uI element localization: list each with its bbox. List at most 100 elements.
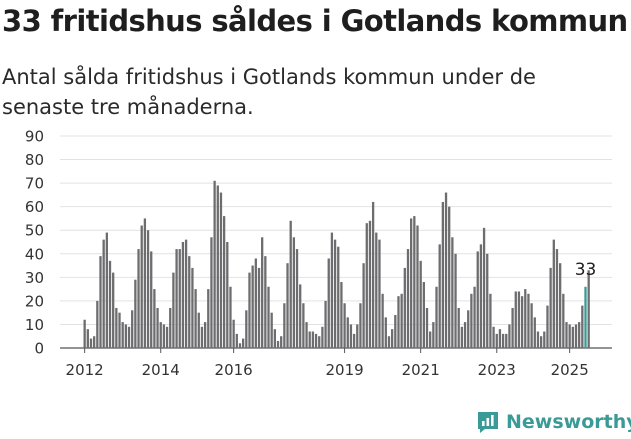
bar [511, 307, 514, 348]
bar [578, 322, 581, 348]
y-tick-label: 50 [25, 222, 44, 240]
bar [108, 260, 112, 348]
bar [340, 282, 343, 348]
bar [492, 326, 495, 348]
bar [467, 310, 470, 348]
bar [318, 336, 321, 348]
bar [356, 324, 359, 348]
bar [105, 232, 108, 348]
bar [403, 267, 406, 348]
bar [444, 192, 448, 348]
bar [422, 282, 425, 348]
bar [286, 263, 289, 348]
bar [102, 239, 105, 348]
bar [574, 324, 578, 348]
y-tick-label: 10 [25, 316, 44, 334]
bar [368, 220, 372, 348]
bar [197, 312, 200, 348]
bar [514, 291, 517, 348]
y-tick-label: 80 [25, 151, 44, 169]
bar [150, 251, 153, 348]
bar [169, 307, 172, 348]
bar [159, 322, 162, 348]
y-tick-label: 70 [25, 175, 44, 193]
bar [365, 223, 368, 348]
y-tick-label: 60 [25, 198, 44, 216]
bar [524, 289, 527, 348]
bar [194, 289, 197, 348]
y-axis: 0 10 20 30 40 50 60 70 80 90 [25, 128, 44, 358]
bar [235, 333, 238, 348]
bar [308, 331, 311, 348]
bar [89, 338, 93, 348]
bar [124, 324, 128, 348]
chart-subtitle: Antal sålda fritidshus i Gotlands kommun… [2, 65, 536, 119]
bar [115, 307, 118, 348]
bar [178, 249, 181, 348]
bar [264, 256, 267, 348]
bar [276, 340, 280, 348]
bar [460, 326, 464, 348]
bar [565, 322, 568, 348]
bar [83, 319, 86, 348]
bar [530, 303, 533, 348]
x-tick-label: 2021 [402, 361, 440, 379]
bar [207, 289, 210, 348]
bar [175, 249, 178, 348]
bar [226, 242, 229, 348]
bar [587, 270, 590, 348]
bar [188, 256, 191, 348]
bar [267, 286, 270, 348]
bar [552, 239, 555, 348]
bar [419, 260, 422, 348]
bar [498, 329, 502, 348]
bar [425, 307, 429, 348]
bar [191, 267, 194, 348]
bar [441, 201, 445, 348]
bar [476, 251, 479, 348]
bar [349, 324, 353, 348]
bar [238, 343, 242, 348]
bar [429, 331, 432, 348]
bar [333, 239, 337, 348]
x-tick-label: 2025 [551, 361, 589, 379]
bar [302, 303, 305, 348]
y-tick-label: 30 [25, 269, 44, 287]
bar [479, 244, 483, 348]
bar [289, 220, 292, 348]
bar [261, 237, 264, 348]
bar [200, 326, 204, 348]
bar [343, 303, 346, 348]
y-tick-label: 0 [34, 340, 44, 358]
bar [140, 225, 143, 348]
bar [501, 333, 505, 348]
bar [273, 329, 276, 348]
newsworthy-logo[interactable]: Newsworthy [476, 408, 631, 436]
bar [416, 225, 419, 348]
bar [438, 244, 441, 348]
bar [153, 289, 156, 348]
bar [245, 310, 248, 348]
bar [517, 291, 521, 348]
bar [156, 307, 159, 348]
bar [549, 267, 552, 348]
bar [489, 293, 492, 348]
x-tick-label: 2012 [66, 361, 104, 379]
bar [112, 272, 115, 348]
bar [134, 279, 137, 348]
bar [581, 305, 584, 348]
bar [93, 336, 96, 348]
bar [559, 263, 562, 348]
y-tick-label: 20 [25, 292, 44, 310]
bar [146, 230, 150, 348]
y-tick-label: 90 [25, 128, 44, 146]
bar [232, 319, 235, 348]
bar [137, 249, 140, 348]
x-tick-label: 2016 [215, 361, 253, 379]
bar [378, 239, 381, 348]
bar [536, 331, 540, 348]
bar [562, 293, 565, 348]
bar [270, 312, 273, 348]
x-axis: 2012 2014 2016 2019 2021 2023 2025 [66, 348, 589, 379]
bar [327, 258, 330, 348]
